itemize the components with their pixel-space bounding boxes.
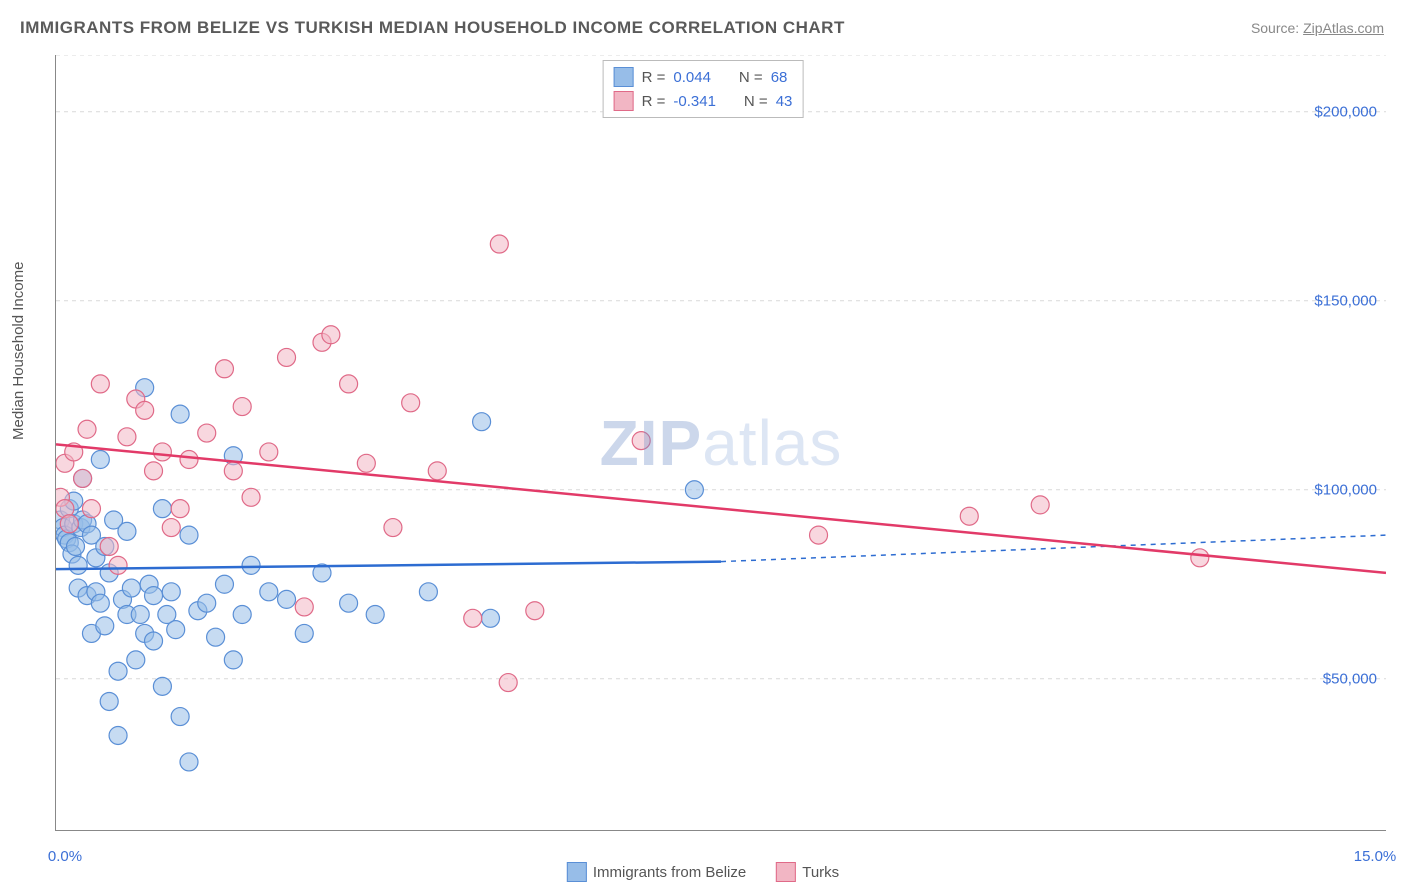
legend-item-belize: Immigrants from Belize [567,862,746,882]
legend-label-turks: Turks [802,864,839,881]
stats-legend: R = 0.044 N = 68 R = -0.341 N = 43 [603,60,804,118]
swatch-belize [614,67,634,87]
source-attribution: Source: ZipAtlas.com [1251,20,1384,36]
n-label: N = [739,69,763,86]
watermark-zip: ZIP [600,407,703,479]
y-axis-label: Median Household Income [10,262,27,440]
legend-swatch-turks [776,862,796,882]
y-tick-label: $100,000 [1314,481,1377,498]
source-link[interactable]: ZipAtlas.com [1303,20,1384,36]
source-prefix: Source: [1251,20,1303,36]
n-value-belize: 68 [771,69,788,86]
legend-label-belize: Immigrants from Belize [593,864,746,881]
legend-item-turks: Turks [776,862,839,882]
x-max-label: 15.0% [1354,848,1397,865]
series-legend: Immigrants from Belize Turks [567,862,839,882]
stats-row-turks: R = -0.341 N = 43 [614,89,793,113]
x-min-label: 0.0% [48,848,82,865]
r-value-belize: 0.044 [673,69,711,86]
swatch-turks [614,91,634,111]
stats-row-belize: R = 0.044 N = 68 [614,65,793,89]
legend-swatch-belize [567,862,587,882]
r-label: R = [642,93,666,110]
n-value-turks: 43 [776,93,793,110]
n-label: N = [744,93,768,110]
plot-area: ZIPatlas [55,55,1386,831]
y-tick-label: $150,000 [1314,292,1377,309]
chart-title: IMMIGRANTS FROM BELIZE VS TURKISH MEDIAN… [20,18,845,38]
r-value-turks: -0.341 [673,93,716,110]
r-label: R = [642,69,666,86]
y-tick-label: $200,000 [1314,103,1377,120]
y-tick-label: $50,000 [1323,670,1377,687]
watermark: ZIPatlas [600,406,843,480]
watermark-atlas: atlas [702,407,842,479]
